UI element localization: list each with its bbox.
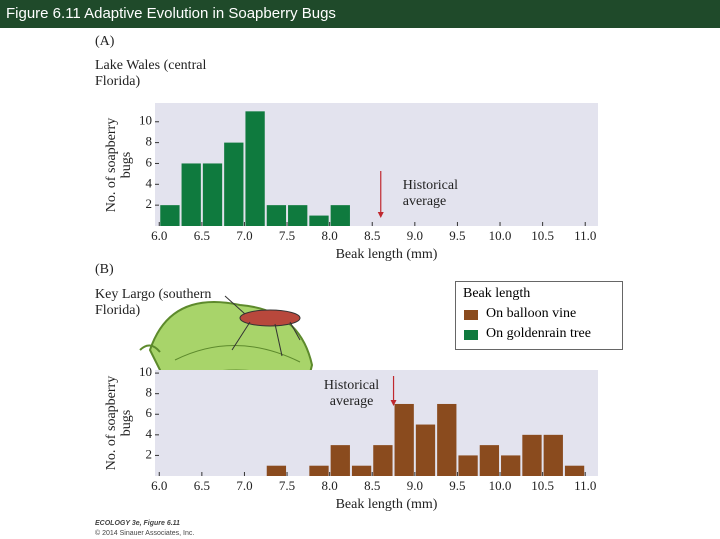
x-tick-label: 8.0 (322, 478, 338, 493)
legend-swatch (464, 330, 478, 340)
bar (522, 434, 542, 476)
annotation-arrowhead (390, 400, 397, 406)
bar (309, 215, 329, 226)
annotation-arrowhead (377, 212, 384, 218)
x-tick-label: 8.5 (364, 478, 380, 493)
x-tick-label: 7.5 (279, 478, 295, 493)
y-tick-label: 6 (146, 154, 153, 169)
legend-label: On goldenrain tree (486, 326, 591, 341)
annotation: Historical average (402, 178, 458, 209)
x-tick-label: 8.0 (322, 228, 338, 243)
bar (479, 445, 500, 476)
panel-label: (A) (95, 34, 115, 49)
bar (373, 445, 393, 476)
bar (415, 424, 436, 476)
x-tick-label: 7.0 (236, 478, 252, 493)
bar (245, 111, 265, 226)
x-tick-label: 10.5 (531, 228, 554, 243)
x-tick-label: 10.0 (489, 478, 512, 493)
y-tick-label: 10 (139, 364, 152, 379)
bar (266, 465, 287, 476)
x-axis-title: Beak length (mm) (336, 497, 438, 512)
x-tick-label: 9.0 (407, 228, 423, 243)
y-tick-label: 4 (146, 175, 153, 190)
x-tick-label: 10.5 (531, 478, 554, 493)
y-tick-label: 4 (146, 426, 153, 441)
panel-subtitle: Lake Wales (central Florida) (95, 58, 207, 89)
source: ECOLOGY 3e, Figure 6.11 (95, 520, 180, 527)
annotation: Historical average (323, 378, 380, 409)
figure-title: Figure 6.11 Adaptive Evolution in Soapbe… (0, 0, 720, 28)
bar (309, 465, 329, 476)
x-tick-label: 6.0 (151, 478, 167, 493)
x-axis-title: Beak length (mm) (336, 247, 438, 262)
x-tick-label: 11.0 (574, 478, 596, 493)
bar (160, 205, 180, 226)
copyright: © 2014 Sinauer Associates, Inc. (95, 530, 195, 537)
bar (437, 403, 457, 476)
bar (266, 205, 287, 226)
y-tick-label: 8 (146, 385, 153, 400)
y-tick-label: 10 (139, 113, 152, 128)
y-tick-label: 2 (146, 446, 153, 461)
bar (543, 434, 563, 476)
bar (351, 465, 372, 476)
bar (458, 455, 478, 476)
bar (394, 403, 414, 476)
bar (330, 445, 350, 476)
y-axis-title: No. of soapberry bugs (104, 375, 134, 471)
bar (330, 205, 350, 226)
x-tick-label: 6.0 (151, 228, 167, 243)
bar (564, 465, 585, 476)
legend-swatch (464, 310, 478, 320)
x-tick-label: 6.5 (194, 478, 210, 493)
y-axis-title: No. of soapberry bugs (104, 117, 134, 212)
bar (224, 142, 244, 226)
bar (181, 163, 201, 226)
bar (202, 163, 223, 226)
bar (288, 205, 308, 226)
legend-label: On balloon vine (486, 306, 577, 321)
x-tick-label: 8.5 (364, 228, 380, 243)
x-tick-label: 10.0 (489, 228, 512, 243)
x-tick-label: 7.5 (279, 228, 295, 243)
x-tick-label: 6.5 (194, 228, 210, 243)
x-tick-label: 9.5 (449, 228, 465, 243)
panel-subtitle: Key Largo (southern Florida) (95, 287, 212, 318)
y-tick-label: 2 (146, 196, 153, 211)
y-tick-label: 6 (146, 405, 153, 420)
legend: Beak length On balloon vine On goldenrain… (455, 281, 623, 350)
x-tick-label: 9.5 (449, 478, 465, 493)
panel-label: (B) (95, 262, 114, 277)
bar (501, 455, 521, 476)
x-tick-label: 11.0 (574, 228, 596, 243)
x-tick-label: 7.0 (236, 228, 252, 243)
y-tick-label: 8 (146, 134, 153, 149)
legend-title: Beak length (463, 286, 531, 301)
x-tick-label: 9.0 (407, 478, 423, 493)
